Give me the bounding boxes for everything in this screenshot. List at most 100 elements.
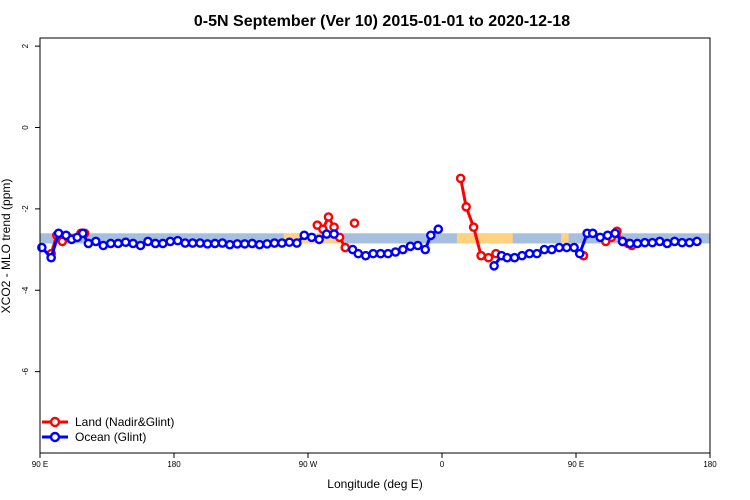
data-point (98, 240, 109, 251)
land-band (456, 233, 513, 244)
data-point (420, 244, 431, 255)
series-layer (37, 173, 702, 271)
data-point (383, 248, 393, 259)
legend-label: Land (Nadir&Glint) (75, 415, 174, 429)
series-ocean (37, 224, 702, 271)
data-point (640, 237, 650, 248)
data-point (539, 244, 550, 255)
data-point (569, 242, 579, 253)
data-point (524, 248, 535, 259)
data-point (587, 228, 598, 239)
data-point (292, 238, 302, 248)
data-point (625, 238, 635, 249)
data-point (433, 224, 444, 235)
data-point (135, 240, 146, 251)
data-point (195, 238, 205, 248)
y-tick-label: -6 (21, 368, 30, 376)
data-point (547, 244, 557, 255)
data-point (217, 238, 228, 248)
x-tick-label: 90 E (568, 460, 584, 469)
data-point (509, 252, 520, 263)
data-point (461, 202, 471, 212)
data-point (120, 237, 131, 248)
y-axis: 2 0 -2 -4 -6 (21, 43, 40, 375)
data-point (476, 250, 486, 261)
data-point (187, 238, 198, 248)
data-point (489, 261, 499, 271)
x-axis-label: Longitude (deg E) (327, 477, 422, 491)
data-point (360, 250, 371, 261)
data-point (165, 236, 176, 247)
land-band (561, 233, 569, 244)
data-point (105, 238, 116, 249)
y-tick-label: -4 (21, 286, 30, 294)
data-point (172, 235, 183, 246)
data-point (368, 248, 378, 259)
data-point (340, 242, 351, 253)
data-point (329, 229, 339, 239)
legend: Land (Nadir&Glint)Ocean (Glint) (42, 415, 174, 444)
data-point (321, 229, 332, 239)
data-point (314, 234, 324, 245)
data-point (654, 236, 665, 247)
data-point (37, 242, 47, 253)
y-tick-label: 2 (21, 43, 30, 48)
data-point (150, 238, 161, 249)
data-point (413, 240, 423, 251)
y-axis-label: XCO2 - MLO trend (ppm) (0, 179, 13, 314)
y-tick-label: -2 (21, 205, 30, 213)
legend-marker (49, 416, 61, 428)
data-point (662, 238, 672, 249)
data-point (632, 238, 643, 249)
data-point (269, 238, 280, 248)
legend-item: Ocean (Glint) (42, 430, 146, 444)
data-point (483, 252, 494, 263)
legend-marker (49, 431, 61, 443)
data-point (306, 232, 317, 243)
data-point (299, 230, 310, 241)
data-point (284, 237, 295, 248)
data-point (532, 248, 542, 259)
data-point (353, 248, 364, 259)
series-line (459, 178, 497, 260)
data-point (202, 239, 213, 249)
ocean-band (40, 233, 710, 244)
data-point (254, 239, 265, 250)
data-point (113, 238, 123, 249)
x-tick-label: 180 (167, 460, 181, 469)
data-point (210, 238, 220, 249)
data-point (83, 238, 94, 249)
data-point (517, 250, 527, 261)
data-point (180, 238, 190, 248)
legend-item: Land (Nadir&Glint) (42, 415, 174, 429)
data-point (239, 239, 250, 249)
data-point (561, 242, 572, 253)
data-point (143, 236, 153, 247)
data-point (684, 237, 695, 248)
data-point (574, 248, 585, 259)
chart-title: 0-5N September (Ver 10) 2015-01-01 to 20… (194, 13, 570, 30)
data-point (375, 248, 386, 259)
data-point (78, 228, 88, 239)
legend-label: Ocean (Glint) (75, 430, 146, 444)
data-point (390, 247, 401, 257)
x-tick-label: 90 W (299, 460, 318, 469)
x-tick-label: 90 E (32, 460, 48, 469)
data-point (692, 236, 702, 247)
x-tick-label: 0 (440, 460, 445, 469)
data-point (323, 212, 334, 222)
x-axis: 90 E 180 90 W 0 90 E 180 (32, 453, 717, 469)
y-tick-label: 0 (21, 125, 30, 130)
data-point (225, 239, 235, 250)
data-point (426, 230, 436, 241)
x-tick-label: 180 (703, 460, 717, 469)
data-point (398, 244, 408, 255)
data-point (610, 228, 620, 239)
data-point (669, 236, 680, 247)
data-point (455, 173, 466, 184)
data-point (468, 222, 479, 232)
data-point (677, 237, 687, 248)
data-point (262, 239, 272, 249)
data-point (554, 242, 565, 253)
